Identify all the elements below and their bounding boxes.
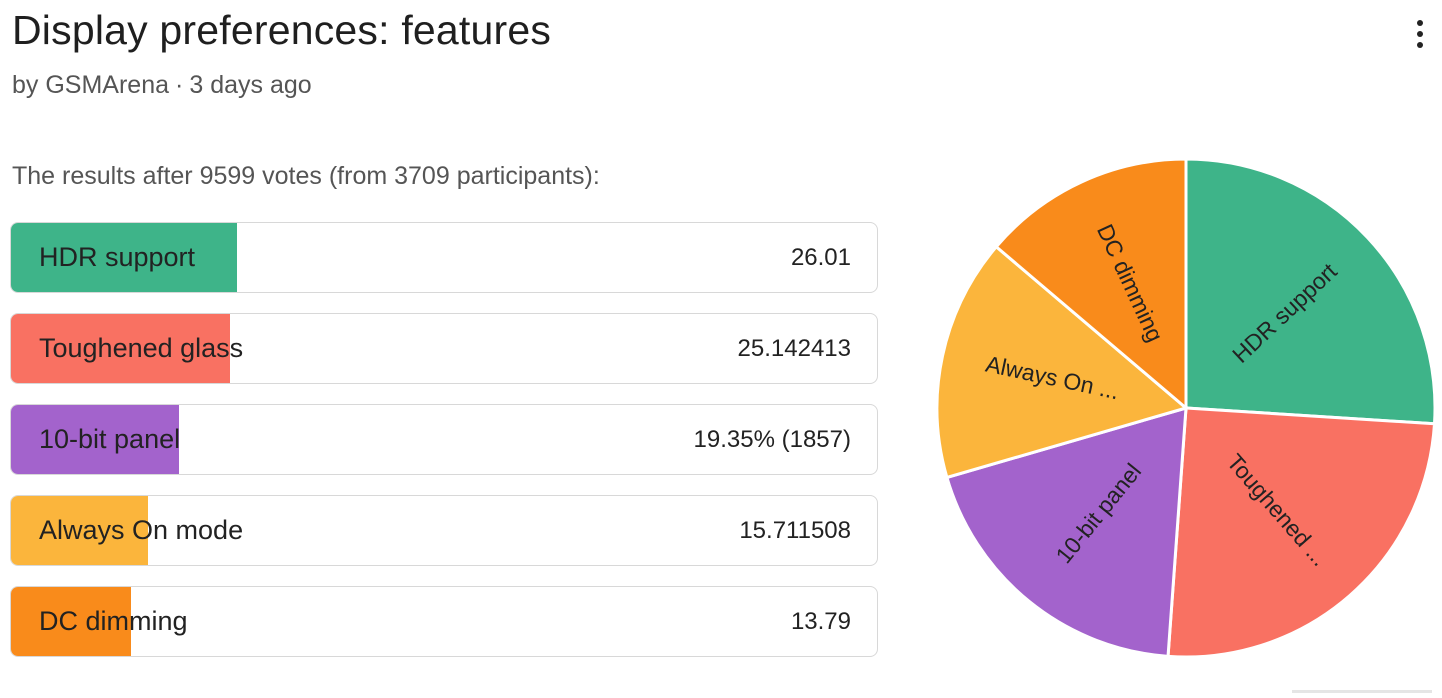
byline: by GSMArena · 3 days ago xyxy=(12,70,1432,100)
author-name: by GSMArena xyxy=(12,71,170,99)
result-bar-value: 15.711508 xyxy=(739,516,851,544)
results-bar-list: HDR support 26.01 Toughened glass 25.142413… xyxy=(10,222,878,677)
result-bar-row[interactable]: Toughened glass 25.142413 xyxy=(10,313,878,384)
result-bar-row[interactable]: Always On mode 15.711508 xyxy=(10,495,878,566)
pie-slice[interactable] xyxy=(1166,406,1437,659)
result-bar-fill xyxy=(11,496,148,565)
poll-header: Display preferences: features by GSMAren… xyxy=(12,6,1432,106)
result-bar-label: Toughened glass xyxy=(39,333,244,363)
byline-separator: · xyxy=(175,71,184,99)
summary-middle: votes (from xyxy=(255,162,395,190)
result-bar-fill xyxy=(11,223,238,292)
summary-prefix: The results after xyxy=(12,162,200,190)
result-bar-row[interactable]: 10-bit panel 19.35% (1857) xyxy=(10,404,878,475)
kebab-dot xyxy=(1417,31,1423,37)
result-bar-label: HDR support xyxy=(39,242,196,272)
post-time: 3 days ago xyxy=(189,71,312,99)
vote-count: 9599 xyxy=(199,162,256,190)
kebab-dot xyxy=(1417,42,1423,48)
result-bar-value: 25.142413 xyxy=(737,334,851,362)
kebab-menu-icon[interactable] xyxy=(1410,14,1430,54)
pie-slice[interactable] xyxy=(945,405,1188,658)
pie-slice[interactable] xyxy=(935,244,1190,480)
results-pie-chart: HDR support Toughened ... 10-bit panel Alwa… xyxy=(930,150,1440,665)
result-bar-fill xyxy=(11,314,230,383)
pie-slice[interactable] xyxy=(1184,157,1437,426)
result-bar-row[interactable]: DC dimming 13.79 xyxy=(10,586,878,657)
pie-slice[interactable] xyxy=(994,157,1188,412)
participant-count: 3709 xyxy=(394,162,450,190)
result-bar-value: 19.35% (1857) xyxy=(693,425,851,453)
kebab-dot xyxy=(1417,20,1423,26)
result-bar-value: 26.01 xyxy=(790,243,851,271)
result-bar-label: 10-bit panel xyxy=(39,424,181,454)
result-bar-fill xyxy=(11,587,131,656)
summary-suffix: participants): xyxy=(449,162,600,190)
page-title: Display preferences: features xyxy=(12,7,552,53)
result-bar-label: Always On mode xyxy=(39,515,244,545)
result-bar-fill xyxy=(11,405,180,474)
result-bar-label: DC dimming xyxy=(39,606,188,636)
vote-summary: The results after 9599 votes (from 3709 … xyxy=(12,160,600,192)
result-bar-value: 13.79 xyxy=(790,607,851,635)
result-bar-row[interactable]: HDR support 26.01 xyxy=(10,222,878,293)
watermark xyxy=(1292,682,1432,698)
